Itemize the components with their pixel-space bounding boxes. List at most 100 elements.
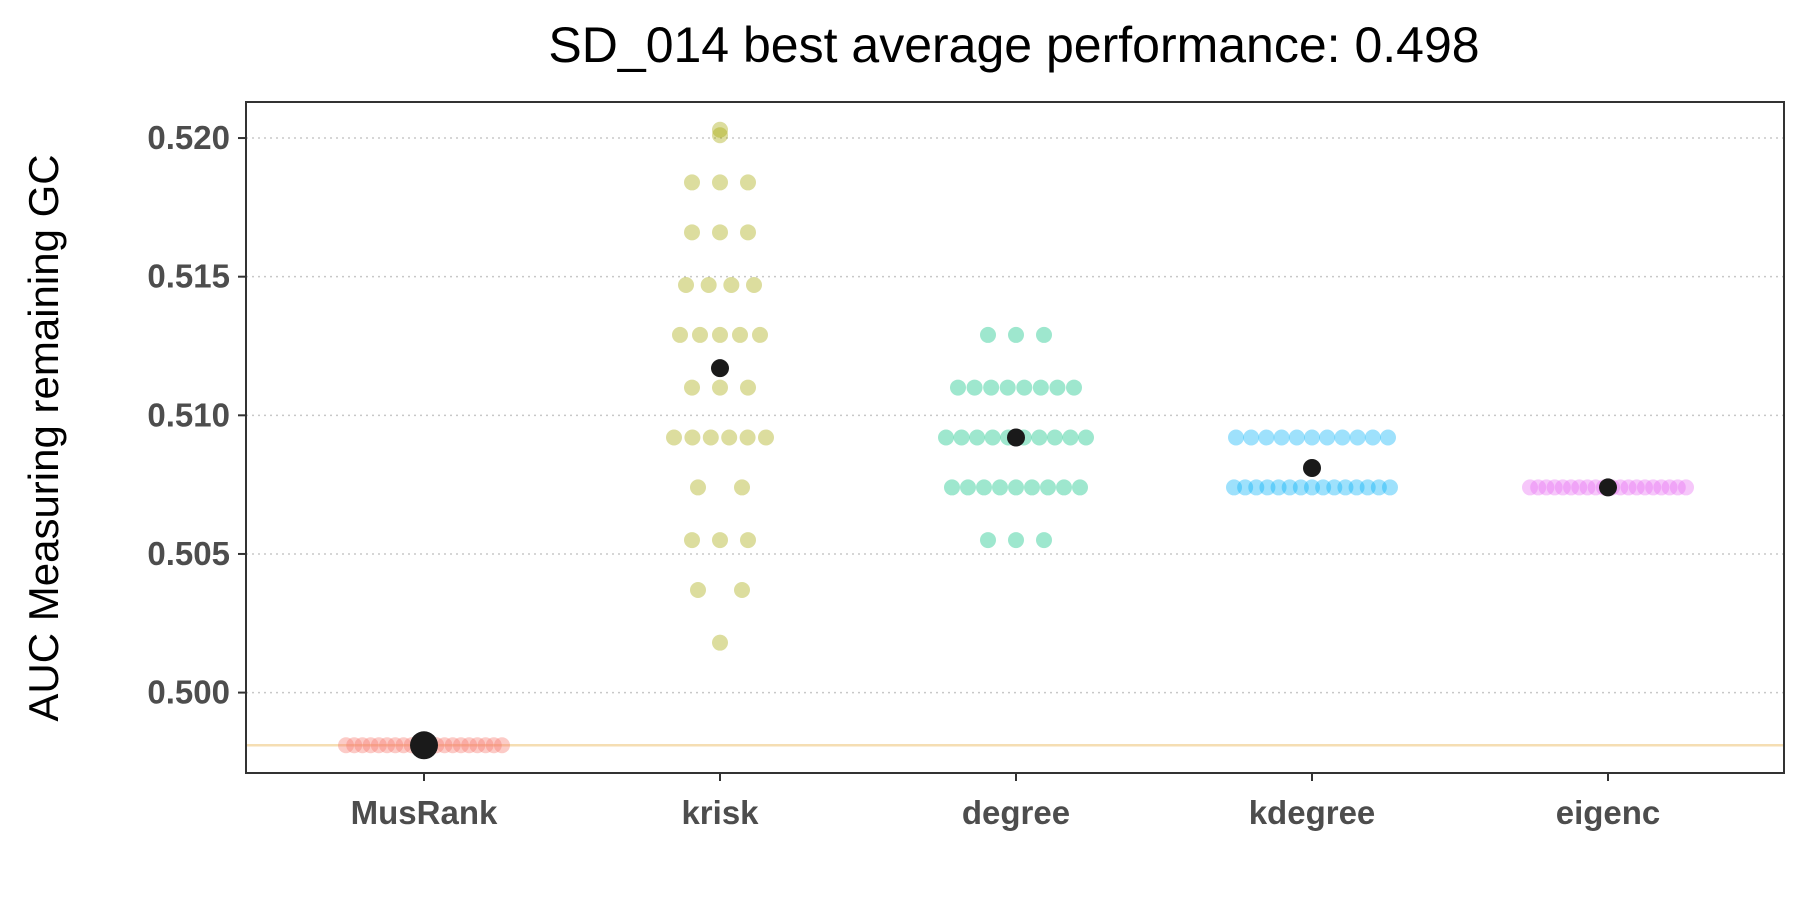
data-point-eigenc: [1612, 479, 1629, 496]
data-point-krisk: [684, 429, 701, 446]
y-tick-label: 0.500: [147, 674, 230, 711]
data-point-degree: [984, 429, 1001, 446]
data-point-kdegree: [1382, 479, 1398, 496]
data-point-krisk: [702, 429, 719, 446]
data-point-degree: [938, 429, 954, 446]
data-point-eigenc: [1571, 479, 1588, 496]
data-point-krisk: [678, 277, 694, 293]
chart-title: SD_014 best average performance: 0.498: [548, 17, 1479, 73]
mean-point-musrank: [410, 731, 438, 760]
data-point-krisk: [752, 326, 768, 343]
data-point-kdegree: [1292, 479, 1309, 496]
data-point-kdegree: [1281, 479, 1298, 496]
data-point-krisk: [740, 224, 756, 241]
data-point-eigenc: [1669, 479, 1686, 496]
data-point-degree: [1008, 326, 1024, 343]
grid: [246, 137, 1784, 694]
data-point-musrank: [494, 737, 510, 754]
data-point-kdegree: [1259, 479, 1276, 496]
data-point-krisk: [692, 326, 708, 343]
mean-point-krisk: [711, 359, 729, 378]
data-point-degree: [976, 479, 992, 496]
data-point-krisk: [672, 326, 688, 343]
data-point-musrank: [338, 737, 354, 754]
data-point-degree: [980, 532, 996, 549]
data-point-kdegree: [1319, 429, 1336, 446]
data-point-krisk: [712, 379, 728, 396]
data-point-musrank: [436, 737, 453, 754]
data-point-eigenc: [1587, 479, 1604, 496]
data-point-kdegree: [1359, 479, 1376, 496]
data-point-musrank: [477, 737, 494, 754]
x-tick-label: eigenc: [1556, 794, 1661, 831]
data-point-eigenc: [1628, 479, 1645, 496]
data-point-eigenc: [1546, 479, 1563, 496]
mean-point-eigenc: [1599, 478, 1617, 497]
data-point-eigenc: [1636, 479, 1653, 496]
means: [410, 359, 1617, 760]
data-point-eigenc: [1653, 479, 1670, 496]
x-tick-label: kdegree: [1249, 794, 1376, 831]
data-point-eigenc: [1661, 479, 1678, 496]
data-point-eigenc: [1538, 479, 1555, 496]
data-point-krisk: [758, 429, 774, 446]
data-point-kdegree: [1348, 479, 1365, 496]
data-point-kdegree: [1337, 479, 1354, 496]
data-point-kdegree: [1258, 429, 1275, 446]
data-point-kdegree: [1288, 429, 1305, 446]
data-point-kdegree: [1364, 429, 1381, 446]
data-point-krisk: [712, 127, 728, 144]
data-point-musrank: [452, 737, 469, 754]
data-point-musrank: [346, 737, 363, 754]
data-point-degree: [1032, 379, 1049, 396]
data-point-musrank: [444, 737, 461, 754]
data-point-degree: [1040, 479, 1056, 496]
data-point-krisk: [684, 224, 700, 241]
data-point-musrank: [395, 737, 412, 754]
data-point-eigenc: [1563, 479, 1580, 496]
x-tick-label: degree: [962, 794, 1070, 831]
data-point-degree: [960, 479, 976, 496]
data-point-krisk: [740, 379, 756, 396]
data-point-degree: [980, 326, 996, 343]
data-point-krisk: [690, 582, 706, 598]
data-point-eigenc: [1554, 479, 1571, 496]
data-point-krisk: [732, 326, 748, 343]
data-point-eigenc: [1645, 479, 1662, 496]
y-axis: 0.500 0.505 0.510 0.515 0.520: [147, 119, 246, 711]
data-point-musrank: [461, 737, 478, 754]
data-point-kdegree: [1273, 429, 1290, 446]
data-point-eigenc: [1522, 479, 1538, 496]
data-point-musrank: [354, 737, 371, 754]
data-point-kdegree: [1248, 479, 1265, 496]
data-point-krisk: [712, 224, 728, 241]
data-point-degree: [1024, 479, 1040, 496]
data-point-degree: [992, 479, 1008, 496]
data-point-kdegree: [1228, 429, 1244, 446]
data-point-krisk: [739, 429, 756, 446]
y-axis-label: AUC Measuring remaining GC: [20, 154, 67, 721]
data-point-krisk: [666, 429, 682, 446]
data-point-krisk: [746, 277, 762, 293]
data-point-kdegree: [1226, 479, 1242, 496]
data-point-degree: [950, 379, 966, 396]
mean-point-kdegree: [1303, 459, 1321, 477]
data-point-kdegree: [1370, 479, 1387, 496]
data-point-eigenc: [1579, 479, 1596, 496]
data-point-kdegree: [1243, 429, 1260, 446]
data-point-kdegree: [1334, 429, 1351, 446]
data-point-degree: [1031, 429, 1048, 446]
data-point-musrank: [370, 737, 387, 754]
data-point-krisk: [700, 277, 717, 293]
x-axis: MusRank krisk degree kdegree eigenc: [351, 773, 1661, 831]
data-point-kdegree: [1349, 429, 1366, 446]
data-point-degree: [1016, 379, 1033, 396]
data-point-degree: [1072, 479, 1088, 496]
data-point-kdegree: [1304, 429, 1320, 446]
data-point-degree: [1046, 429, 1063, 446]
data-point-eigenc: [1530, 479, 1547, 496]
y-tick-label: 0.505: [147, 535, 230, 572]
y-tick-label: 0.515: [147, 258, 230, 295]
data-point-degree: [1049, 379, 1066, 396]
